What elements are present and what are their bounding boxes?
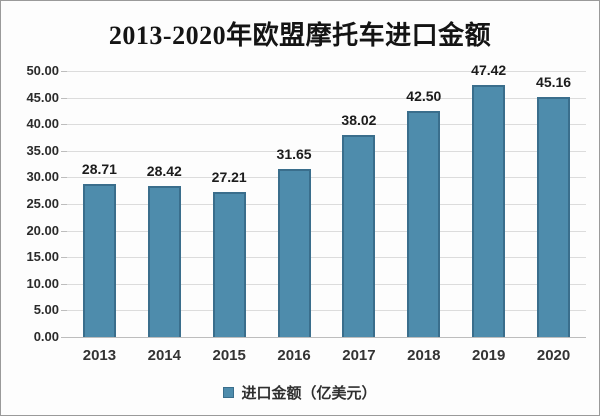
bar-value-label: 38.02 bbox=[341, 111, 377, 128]
y-axis-label: 15.00 bbox=[26, 249, 59, 265]
y-axis-label: 10.00 bbox=[26, 275, 59, 291]
bar bbox=[82, 184, 116, 337]
y-axis-label: 45.00 bbox=[26, 89, 59, 105]
bar-value-label: 31.65 bbox=[276, 145, 312, 162]
gridline bbox=[67, 97, 586, 99]
y-axis-tick bbox=[61, 337, 67, 338]
x-axis-line bbox=[67, 337, 586, 338]
bar-value-label: 27.21 bbox=[211, 169, 247, 186]
y-axis-label: 35.00 bbox=[26, 142, 59, 158]
bar bbox=[342, 134, 376, 337]
gridline bbox=[67, 204, 586, 205]
bar-value-label: 28.42 bbox=[146, 162, 182, 179]
y-axis-tick bbox=[61, 204, 67, 205]
y-axis-tick bbox=[61, 150, 67, 152]
bar-value-label: 45.16 bbox=[536, 73, 572, 90]
x-axis-label: 2017 bbox=[342, 347, 376, 364]
gridline bbox=[67, 257, 586, 259]
y-axis-tick bbox=[61, 124, 67, 126]
x-axis-label: 2016 bbox=[277, 347, 311, 364]
x-axis-label: 2018 bbox=[407, 347, 441, 364]
y-axis-label: 5.00 bbox=[33, 302, 59, 318]
y-axis-label: 30.00 bbox=[26, 169, 59, 185]
y-axis-tick bbox=[61, 257, 67, 259]
legend-marker-square-icon bbox=[223, 387, 235, 398]
chart-title: 2013-2020年欧盟摩托车进口金额 bbox=[108, 21, 492, 50]
x-axis-label: 2013 bbox=[82, 347, 117, 364]
y-axis-tick bbox=[61, 71, 67, 72]
x-axis-label: 2020 bbox=[536, 347, 571, 364]
x-axis-label: 2015 bbox=[212, 347, 246, 364]
bar-value-label: 28.71 bbox=[81, 161, 117, 178]
gridline bbox=[67, 310, 586, 312]
bar bbox=[212, 192, 246, 337]
gridline bbox=[67, 150, 586, 152]
gridline bbox=[67, 283, 586, 285]
x-axis-label: 2014 bbox=[147, 347, 181, 364]
legend: 进口金额（亿美元） bbox=[1, 382, 599, 403]
y-axis-tick bbox=[61, 97, 67, 99]
bar bbox=[407, 110, 441, 337]
bar-value-label: 42.50 bbox=[406, 87, 442, 104]
gridline bbox=[67, 230, 586, 232]
gridline bbox=[67, 124, 586, 126]
y-axis-tick bbox=[61, 283, 67, 285]
bar bbox=[147, 185, 181, 337]
legend-label: 进口金额（亿美元） bbox=[241, 385, 377, 402]
y-axis-label: 25.00 bbox=[26, 196, 59, 211]
y-axis-tick bbox=[61, 177, 67, 179]
bar bbox=[472, 84, 506, 337]
y-axis-tick bbox=[61, 310, 67, 312]
y-axis-tick bbox=[61, 230, 67, 232]
y-axis-label: 40.00 bbox=[26, 116, 59, 132]
y-axis-label: 50.00 bbox=[26, 63, 59, 78]
bar-value-label: 47.42 bbox=[471, 61, 507, 78]
x-axis-label: 2019 bbox=[472, 347, 506, 364]
gridline bbox=[67, 71, 586, 72]
y-axis-label: 20.00 bbox=[26, 222, 59, 238]
bar bbox=[537, 96, 571, 337]
bar bbox=[277, 168, 311, 337]
gridline bbox=[67, 177, 586, 179]
y-axis-label: 0.00 bbox=[33, 329, 59, 344]
